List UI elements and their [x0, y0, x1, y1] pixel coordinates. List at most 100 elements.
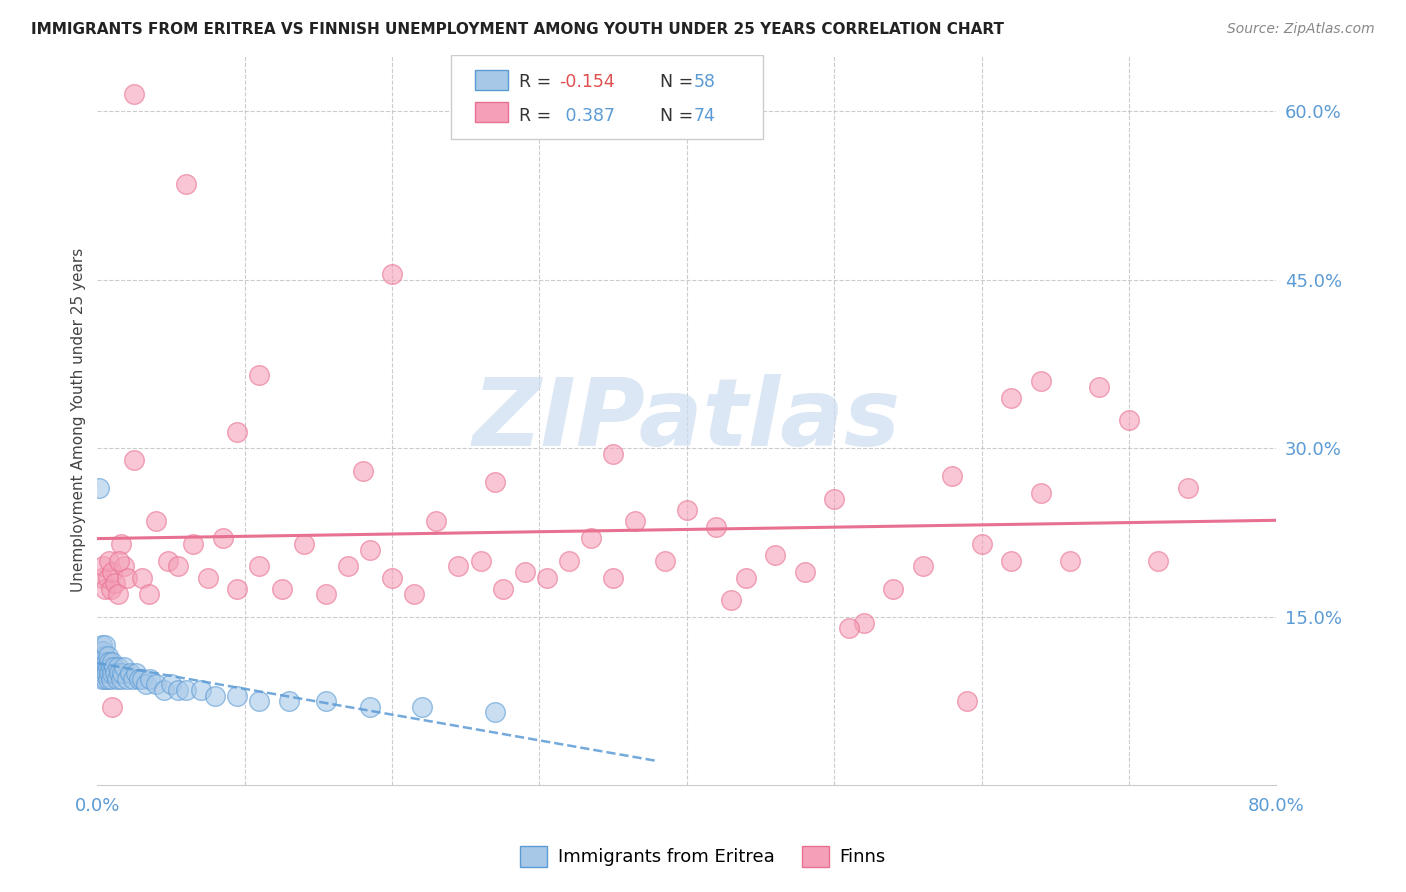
Point [97, 660, 120, 674]
Text: ZIPatlas: ZIPatlas [472, 375, 901, 467]
Point [911, 559, 934, 574]
Point [90, 638, 112, 652]
Point [249, 559, 271, 574]
Point [197, 571, 219, 585]
Point [90, 672, 112, 686]
Point [101, 666, 124, 681]
Point [98, 666, 121, 681]
Point [90, 649, 112, 664]
Point [676, 503, 699, 517]
Point [1118, 413, 1140, 427]
Point [734, 571, 756, 585]
Point [882, 582, 904, 596]
Point [491, 582, 513, 596]
Point [174, 682, 197, 697]
Point [1000, 391, 1022, 405]
Point [110, 537, 132, 551]
Point [278, 694, 301, 708]
Text: -0.154: -0.154 [560, 73, 616, 91]
Point [96, 655, 118, 669]
Point [1000, 554, 1022, 568]
Point [763, 548, 786, 562]
Point [93, 660, 115, 674]
Point [484, 706, 506, 720]
Point [381, 267, 404, 281]
Point [131, 672, 153, 686]
Point [602, 447, 624, 461]
Point [145, 677, 167, 691]
FancyBboxPatch shape [475, 102, 508, 122]
Point [292, 537, 315, 551]
Point [181, 537, 204, 551]
Point [204, 689, 226, 703]
Point [87, 660, 110, 674]
Point [167, 682, 190, 697]
Point [90, 571, 112, 585]
Point [115, 571, 138, 585]
Text: IMMIGRANTS FROM ERITREA VS FINNISH UNEMPLOYMENT AMONG YOUTH UNDER 25 YEARS CORRE: IMMIGRANTS FROM ERITREA VS FINNISH UNEMP… [31, 22, 1004, 37]
Point [100, 582, 122, 596]
Text: R =: R = [519, 107, 557, 125]
Point [152, 682, 174, 697]
Point [121, 672, 143, 686]
Point [87, 649, 110, 664]
Point [91, 559, 114, 574]
Point [470, 554, 492, 568]
Point [89, 666, 111, 681]
Point [135, 677, 157, 691]
Point [249, 368, 271, 383]
Point [100, 660, 122, 674]
Text: N =: N = [650, 73, 699, 91]
Point [138, 587, 160, 601]
Point [118, 666, 141, 681]
Point [105, 672, 128, 686]
Point [447, 559, 470, 574]
Point [558, 554, 581, 568]
Point [98, 554, 121, 568]
Point [104, 576, 127, 591]
Legend: Immigrants from Eritrea, Finns: Immigrants from Eritrea, Finns [513, 838, 893, 874]
Point [352, 464, 374, 478]
Point [104, 666, 127, 681]
Point [100, 672, 122, 686]
Point [91, 643, 114, 657]
Point [1029, 374, 1052, 388]
Point [111, 666, 134, 681]
Point [131, 571, 153, 585]
Point [107, 660, 129, 674]
Point [139, 672, 162, 686]
Text: 0.387: 0.387 [560, 107, 614, 125]
Point [359, 542, 381, 557]
Text: R =: R = [519, 73, 557, 91]
Point [167, 559, 190, 574]
Point [190, 682, 212, 697]
Point [226, 425, 249, 439]
Point [124, 666, 146, 681]
Point [315, 587, 337, 601]
Point [823, 491, 845, 506]
Point [336, 559, 359, 574]
FancyBboxPatch shape [451, 55, 763, 139]
Point [87, 481, 110, 495]
Point [93, 672, 115, 686]
Text: 58: 58 [695, 73, 716, 91]
Point [108, 666, 131, 681]
Point [157, 554, 180, 568]
Point [1147, 554, 1170, 568]
Point [956, 694, 979, 708]
Point [536, 571, 558, 585]
Point [1029, 486, 1052, 500]
Point [91, 666, 114, 681]
Point [1059, 554, 1081, 568]
Point [101, 565, 124, 579]
Point [838, 621, 860, 635]
Y-axis label: Unemployment Among Youth under 25 years: Unemployment Among Youth under 25 years [72, 248, 86, 592]
Point [112, 660, 135, 674]
Text: N =: N = [650, 107, 699, 125]
Point [704, 520, 727, 534]
FancyBboxPatch shape [475, 70, 508, 90]
Point [112, 559, 135, 574]
Point [115, 672, 138, 686]
Point [90, 660, 112, 674]
Point [122, 452, 145, 467]
